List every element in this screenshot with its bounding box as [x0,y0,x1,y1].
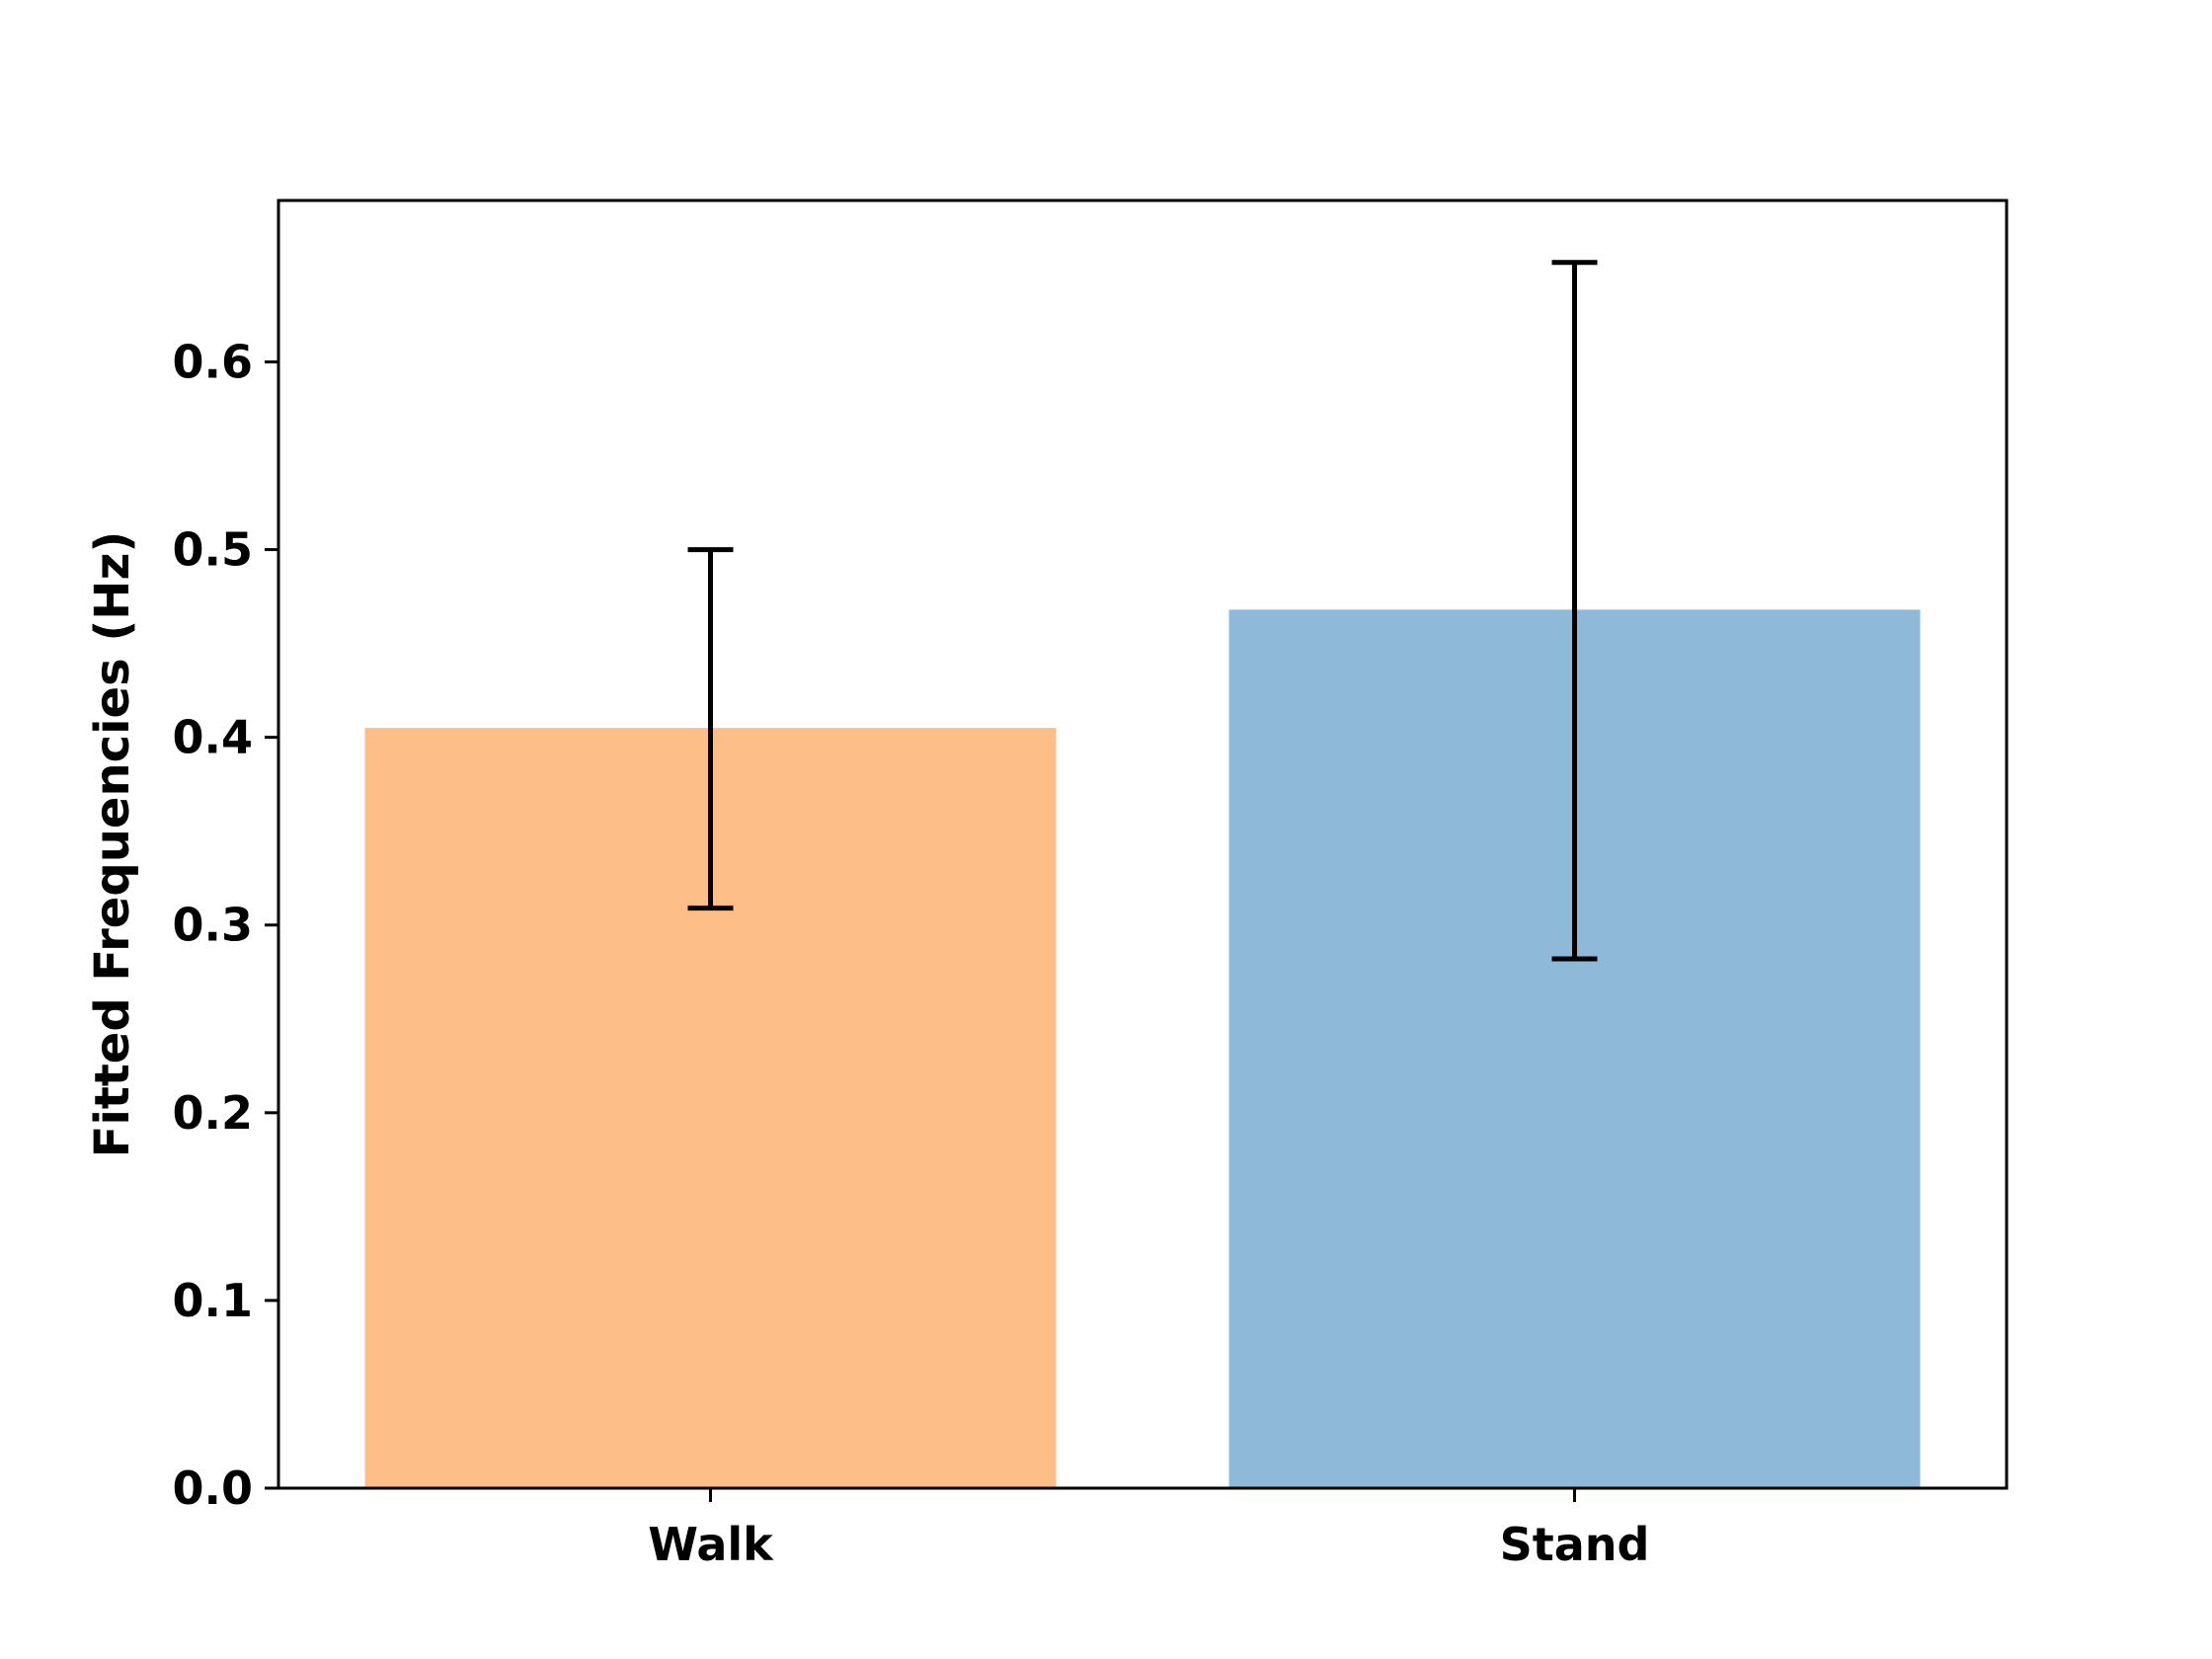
x-axis-ticks: Walk Stand [648,1488,1649,1571]
y-tick-label: 0.3 [173,899,254,952]
plot-frame [276,198,2009,1490]
bars-layer [364,609,1921,1488]
y-tick-label: 0.1 [173,1274,254,1327]
y-axis-ticks: 0.0 0.1 0.2 0.3 0.4 0.5 0.6 [173,335,278,1515]
x-tick-label-stand: Stand [1500,1518,1650,1571]
y-tick-label: 0.6 [173,335,254,388]
error-bar-walk [687,547,734,911]
y-axis-label: Fitted Frequencies (Hz) [85,531,140,1158]
y-tick-label: 0.2 [173,1086,254,1140]
error-bars-layer [687,260,1598,962]
error-bar-stand [1551,260,1598,962]
x-tick-label-walk: Walk [648,1518,774,1571]
y-tick-label: 0.4 [173,711,254,764]
y-tick-label: 0.0 [173,1462,254,1515]
y-tick-label: 0.5 [173,523,254,577]
